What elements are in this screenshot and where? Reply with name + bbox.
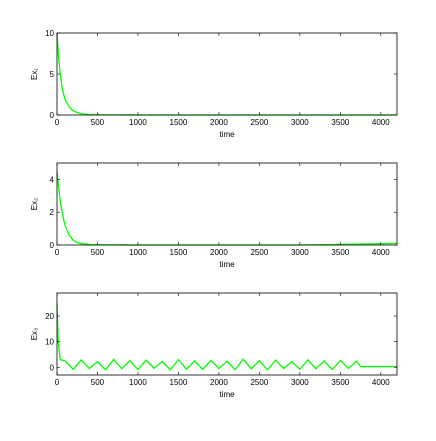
y-tick-label: 0 (50, 111, 55, 120)
x-tick-label: 4000 (372, 118, 390, 127)
x-tick-label: 4000 (372, 248, 390, 257)
y-tick-label: 5 (50, 70, 55, 79)
x-tick-label: 3500 (331, 248, 349, 257)
y-tick-label: 10 (45, 338, 54, 347)
y-tick-label: 0 (50, 363, 55, 372)
x-tick-label: 2000 (210, 378, 228, 387)
x-tick-label: 1500 (170, 248, 188, 257)
x-tick-label: 2000 (210, 118, 228, 127)
x-tick-label: 2500 (250, 378, 268, 387)
x-tick-label: 2500 (250, 248, 268, 257)
x-tick-label: 1500 (170, 118, 188, 127)
x-tick-label: 1500 (170, 378, 188, 387)
x-tick-label: 3500 (331, 378, 349, 387)
x-tick-label: 0 (55, 248, 60, 257)
y-tick-label: 2 (50, 208, 55, 217)
x-tick-label: 2500 (250, 118, 268, 127)
x-tick-label: 0 (55, 118, 60, 127)
x-tick-label: 3000 (291, 378, 309, 387)
data-line (56, 303, 397, 371)
y-tick-label: 0 (50, 241, 55, 250)
x-tick-label: 500 (91, 118, 105, 127)
x-tick-label: 1000 (129, 118, 147, 127)
y-tick-label: 20 (45, 312, 54, 321)
data-line (56, 32, 397, 116)
x-axis-label: time (219, 260, 235, 269)
x-tick-label: 3000 (291, 118, 309, 127)
x-tick-label: 4000 (372, 378, 390, 387)
x-tick-label: 2000 (210, 248, 228, 257)
x-tick-label: 500 (91, 248, 105, 257)
y-axis-label: Ex₃ (30, 328, 39, 341)
x-tick-label: 0 (55, 378, 60, 387)
axes-box (56, 292, 398, 376)
data-line (56, 171, 398, 246)
x-axis-label: time (219, 390, 235, 399)
axes-box (56, 162, 398, 246)
x-axis-label: time (219, 130, 235, 139)
x-tick-label: 3500 (331, 118, 349, 127)
x-tick-label: 1000 (129, 378, 147, 387)
y-tick-label: 10 (45, 29, 54, 38)
y-axis-label: Ex₂ (30, 198, 39, 210)
x-tick-label: 3000 (291, 248, 309, 257)
axes-box (56, 32, 398, 116)
x-tick-label: 500 (91, 378, 105, 387)
x-tick-label: 1000 (129, 248, 147, 257)
y-axis-label: Ex₁ (30, 68, 39, 80)
y-tick-label: 4 (50, 175, 55, 184)
